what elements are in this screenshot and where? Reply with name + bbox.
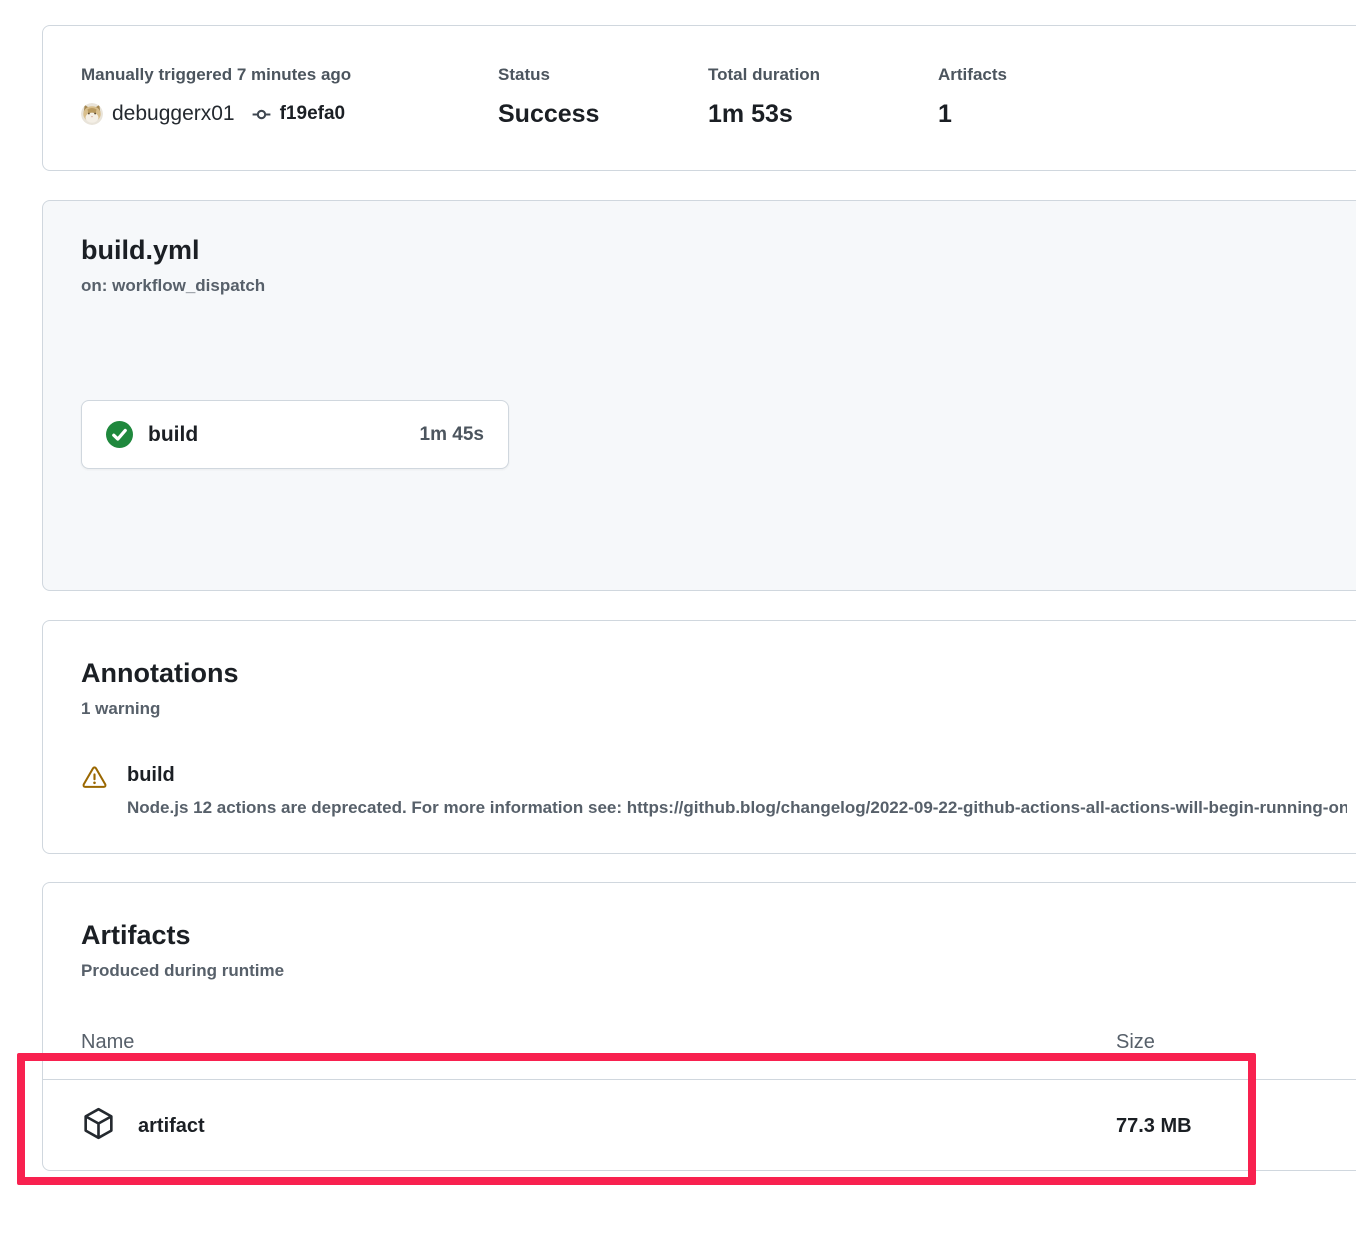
duration-column: Total duration 1m 53s	[708, 64, 938, 170]
duration-value: 1m 53s	[708, 100, 793, 128]
artifact-size: 77.3 MB	[1116, 1114, 1192, 1137]
alert-triangle-icon	[81, 764, 108, 796]
artifact-row[interactable]: artifact 77.3 MB	[43, 1080, 1356, 1172]
actor-row: debuggerx01 f19efa0	[81, 99, 498, 129]
artifacts-count-column: Artifacts 1	[938, 64, 1007, 170]
git-commit-icon	[252, 105, 271, 124]
status-value: Success	[498, 100, 600, 128]
run-summary-card: Manually triggered 7 minutes ago	[42, 25, 1356, 171]
column-header-name: Name	[81, 1031, 135, 1053]
workflow-trigger: on: workflow_dispatch	[81, 276, 266, 295]
annotation-item: build Node.js 12 actions are deprecated.…	[81, 762, 1356, 819]
annotations-subtitle: 1 warning	[81, 699, 161, 718]
job-card-build[interactable]: build 1m 45s	[81, 400, 509, 469]
job-name: build	[148, 422, 199, 446]
artifacts-header: Artifacts Produced during runtime	[43, 883, 1356, 982]
actor-login[interactable]: debuggerx01	[112, 102, 235, 125]
cat-avatar-image	[81, 103, 103, 125]
workflow-file-name: build.yml	[81, 235, 200, 265]
package-cube-icon	[81, 1106, 116, 1146]
trigger-column: Manually triggered 7 minutes ago	[81, 64, 498, 170]
annotation-message: Node.js 12 actions are deprecated. For m…	[127, 798, 1347, 817]
check-circle-icon	[106, 421, 133, 448]
artifacts-count-value: 1	[938, 100, 952, 128]
artifacts-title: Artifacts	[81, 920, 191, 950]
workflow-header: build.yml on: workflow_dispatch	[43, 201, 1356, 297]
job-duration: 1m 45s	[419, 423, 484, 445]
workflow-graph-card: build.yml on: workflow_dispatch build 1m…	[42, 200, 1356, 591]
duration-label: Total duration	[708, 65, 821, 84]
artifacts-count-label: Artifacts	[938, 65, 1007, 84]
column-header-size: Size	[1116, 1031, 1155, 1053]
commit-sha-link[interactable]: f19efa0	[279, 103, 346, 124]
artifact-name-link[interactable]: artifact	[138, 1114, 205, 1137]
annotations-card: Annotations 1 warning build Node.js 12 a…	[42, 620, 1356, 854]
artifacts-table: Name Size artifact 77.3 MB	[43, 1029, 1356, 1172]
artifacts-subtitle: Produced during runtime	[81, 961, 285, 980]
annotation-body: build Node.js 12 actions are deprecated.…	[127, 762, 1347, 819]
annotations-title: Annotations	[81, 658, 239, 688]
status-label: Status	[498, 65, 550, 84]
annotation-job-name: build	[127, 764, 175, 786]
status-column: Status Success	[498, 64, 708, 170]
artifacts-table-header: Name Size	[43, 1029, 1356, 1080]
artifacts-card: Artifacts Produced during runtime Name S…	[42, 882, 1356, 1171]
trigger-label: Manually triggered 7 minutes ago	[81, 65, 352, 84]
avatar[interactable]	[81, 103, 103, 125]
